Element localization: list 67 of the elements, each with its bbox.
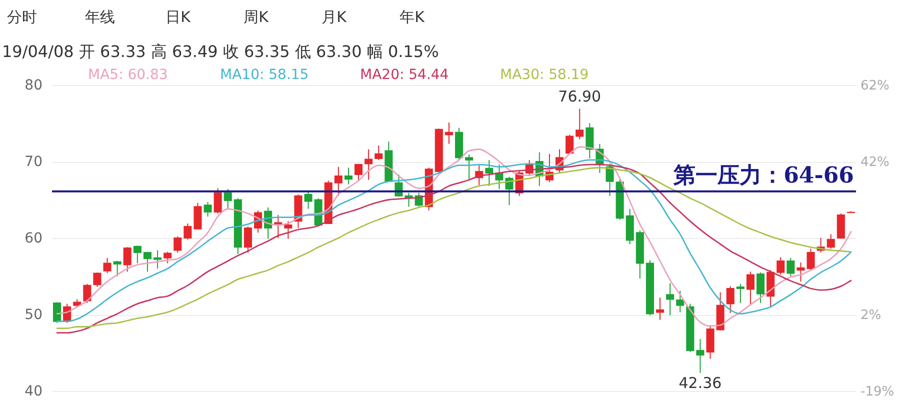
candlestick [93, 272, 102, 288]
candlestick [354, 163, 363, 182]
candlestick [304, 190, 312, 210]
y2-tick-label: 42% [860, 155, 890, 170]
candlestick [244, 226, 252, 254]
text: 月K [322, 8, 348, 26]
y2-tick-label: 2% [860, 308, 882, 323]
text: 日K [166, 8, 192, 26]
y-tick-label: 50 [24, 307, 42, 323]
candlestick [214, 188, 222, 214]
candlestick [786, 257, 795, 277]
candlestick [796, 262, 805, 282]
y-tick-label: 60 [24, 230, 42, 246]
candlestick [485, 159, 494, 186]
candlestick [224, 188, 232, 210]
candlestick [154, 250, 162, 270]
candlestick [123, 246, 132, 272]
chart-subtitle: 19/04/08 开 63.33 高 63.49 收 63.35 低 63.30 幅 0.15% [2, 42, 439, 61]
candlestick [736, 283, 744, 304]
candlestick [113, 260, 122, 277]
candlestick [334, 166, 342, 196]
y2-tick-label: 62% [860, 78, 890, 94]
candlestick [756, 272, 765, 304]
candlestick [133, 245, 142, 264]
text: MA10: 58.15 [220, 67, 309, 83]
text: 年线 [85, 8, 115, 26]
ref-line-label: 第一压力：64-66 [672, 162, 854, 188]
candlestick [164, 251, 172, 264]
candlestick [444, 122, 453, 144]
candlestick [746, 271, 754, 306]
text: 分时 [7, 8, 37, 26]
candlestick [586, 122, 594, 159]
candlestick [103, 257, 112, 274]
candlestick [566, 134, 574, 154]
annotation: 42.36 [678, 374, 722, 392]
y2-tick-label: -19% [860, 384, 894, 400]
candlestick [364, 148, 373, 180]
candlestick [836, 213, 845, 240]
annotation: 76.90 [558, 88, 602, 106]
candlestick [696, 338, 704, 374]
candlestick [726, 286, 734, 314]
candlestick [284, 220, 292, 240]
candlestick [656, 297, 664, 320]
y-tick-label: 70 [24, 154, 42, 170]
text: MA5: 60.83 [88, 67, 168, 83]
candlestick [204, 202, 212, 218]
y-tick-label: 80 [24, 78, 42, 94]
candlestick [676, 290, 684, 313]
candlestick [374, 144, 383, 160]
candlestick [465, 154, 474, 180]
candlestick [706, 324, 714, 360]
candlestick [666, 282, 674, 316]
candlestick [806, 248, 815, 271]
candlestick [143, 251, 152, 272]
text: 年K [400, 8, 426, 26]
candlestick [174, 236, 182, 254]
candlestick [776, 256, 785, 276]
candlestick [826, 234, 835, 250]
candlestick [344, 167, 352, 185]
candlestick [194, 202, 202, 230]
text: 周K [244, 8, 270, 26]
y-tick-label: 40 [24, 384, 42, 400]
candlestick [184, 222, 192, 240]
candlestick [83, 283, 92, 304]
text: MA20: 54.44 [360, 67, 449, 83]
text: MA30: 58.19 [500, 67, 589, 83]
candlestick [576, 108, 584, 140]
